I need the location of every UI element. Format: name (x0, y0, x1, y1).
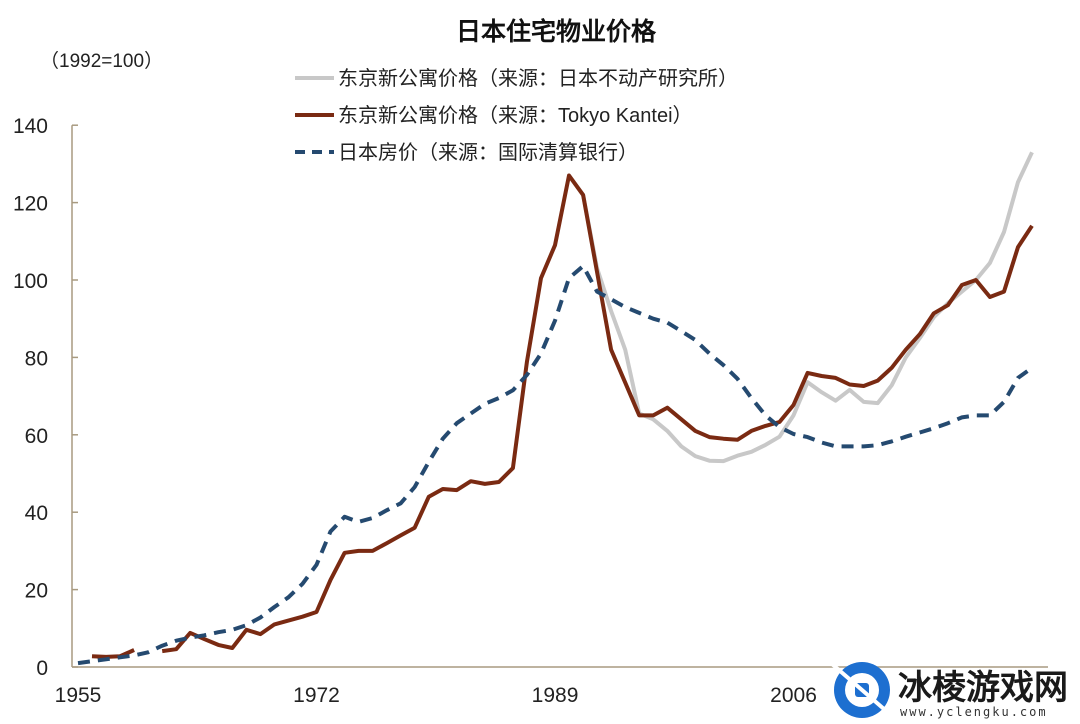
watermark-name: 冰棱游戏网 (898, 669, 1068, 707)
watermark-logo-icon (830, 662, 894, 718)
legend-item-bis: 日本房价（来源：国际清算银行） (295, 141, 638, 164)
y-tick-label: 140 (13, 115, 48, 138)
chart-title: 日本住宅物业价格 (456, 17, 657, 46)
watermark-url: www.yclengku.com (900, 705, 1048, 719)
y-tick-label: 120 (13, 193, 48, 216)
legend-item-jrei: 东京新公寓价格（来源：日本不动产研究所） (295, 67, 738, 90)
legend: 东京新公寓价格（来源：日本不动产研究所） 东京新公寓价格（来源：Tokyo Ka… (295, 67, 738, 164)
legend-label-kantei: 东京新公寓价格（来源：Tokyo Kantei） (338, 104, 693, 127)
x-tick-label: 1972 (293, 684, 340, 707)
legend-label-bis: 日本房价（来源：国际清算银行） (338, 141, 638, 164)
y-tick-label: 100 (13, 270, 48, 293)
series-line-kantei (91, 173, 1034, 659)
watermark: 冰棱游戏网 www.yclengku.com (830, 662, 1068, 719)
y-tick-label: 60 (25, 425, 48, 448)
y-tick-label: 0 (36, 657, 48, 680)
x-tick-label: 1989 (532, 684, 579, 707)
x-tick-label: 1955 (55, 684, 102, 707)
y-tick-label: 80 (25, 347, 48, 370)
axes: 0 20 40 60 80 100 120 140 1955 1972 1989 2006 (13, 115, 1048, 707)
x-tick-label: 2006 (770, 684, 817, 707)
unit-label: （1992=100） (40, 50, 163, 72)
y-tick-label: 20 (25, 580, 48, 603)
legend-item-kantei: 东京新公寓价格（来源：Tokyo Kantei） (295, 104, 693, 127)
series-group (77, 151, 1034, 666)
series-line-bis (77, 264, 1034, 666)
y-tick-label: 40 (25, 502, 48, 525)
legend-label-jrei: 东京新公寓价格（来源：日本不动产研究所） (338, 67, 738, 90)
